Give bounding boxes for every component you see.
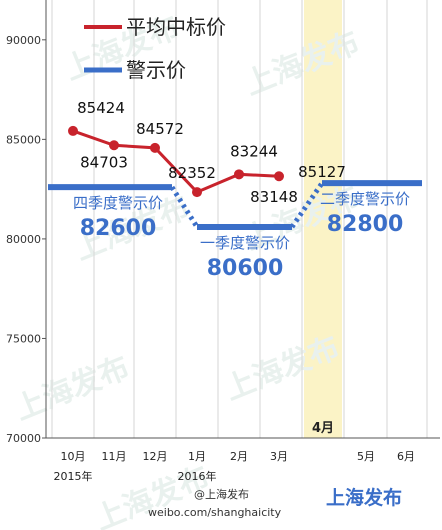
- year-label: 2015年: [54, 469, 93, 483]
- avg-price-point: [68, 125, 78, 136]
- avg-price-point: [109, 140, 119, 151]
- warn-transition: [169, 185, 200, 229]
- year-label: 2016年: [178, 469, 217, 483]
- y-tick-label: 70000: [6, 432, 41, 445]
- warn-price-value: 82800: [327, 212, 404, 237]
- avg-price-point: [274, 171, 284, 182]
- avg-price-label-apr: 85127: [298, 163, 346, 181]
- avg-price-label: 83148: [250, 188, 298, 206]
- x-tick-label: 10月: [61, 450, 86, 463]
- legend-label-warn: 警示价: [126, 58, 186, 82]
- warn-transition: [289, 181, 325, 229]
- x-tick-label: 2月: [230, 450, 248, 463]
- avg-price-label: 82352: [168, 164, 216, 182]
- warn-price-label: 四季度警示价: [73, 194, 163, 212]
- highlight-band: [304, 0, 342, 438]
- avg-price-point: [192, 187, 202, 198]
- footer-brand: 上海发布: [326, 486, 402, 509]
- avg-price-label: 84572: [136, 120, 184, 138]
- x-tick-label: 3月: [270, 450, 288, 463]
- avg-price-label: 85424: [77, 99, 125, 117]
- warn-price-label: 二季度警示价: [320, 190, 410, 208]
- x-tick-label: 5月: [357, 450, 375, 463]
- avg-price-label: 83244: [230, 142, 278, 160]
- y-tick-label: 90000: [6, 34, 41, 47]
- avg-price-point: [234, 169, 244, 180]
- x-tick-label: 1月: [188, 450, 206, 463]
- x-tick-label: 12月: [143, 450, 168, 463]
- x-tick-label: 4月: [312, 421, 334, 436]
- legend-label-avg: 平均中标价: [126, 15, 226, 39]
- avg-price-line: [72, 129, 280, 194]
- x-tick-label: 6月: [397, 450, 415, 463]
- y-tick-label: 85000: [6, 133, 41, 146]
- warn-price-label: 一季度警示价: [200, 234, 290, 252]
- weibo-url: weibo.com/shanghaicity: [148, 506, 282, 519]
- watermark-text: 上海发布: [10, 350, 134, 427]
- x-tick-label: 11月: [102, 450, 127, 463]
- warn-price-value: 80600: [207, 256, 284, 281]
- weibo-handle: @上海发布: [194, 487, 249, 501]
- avg-price-label: 84703: [80, 153, 128, 171]
- avg-price-point: [150, 142, 160, 153]
- warn-price-value: 82600: [80, 216, 157, 241]
- y-tick-label: 75000: [6, 332, 41, 345]
- y-tick-label: 80000: [6, 233, 41, 246]
